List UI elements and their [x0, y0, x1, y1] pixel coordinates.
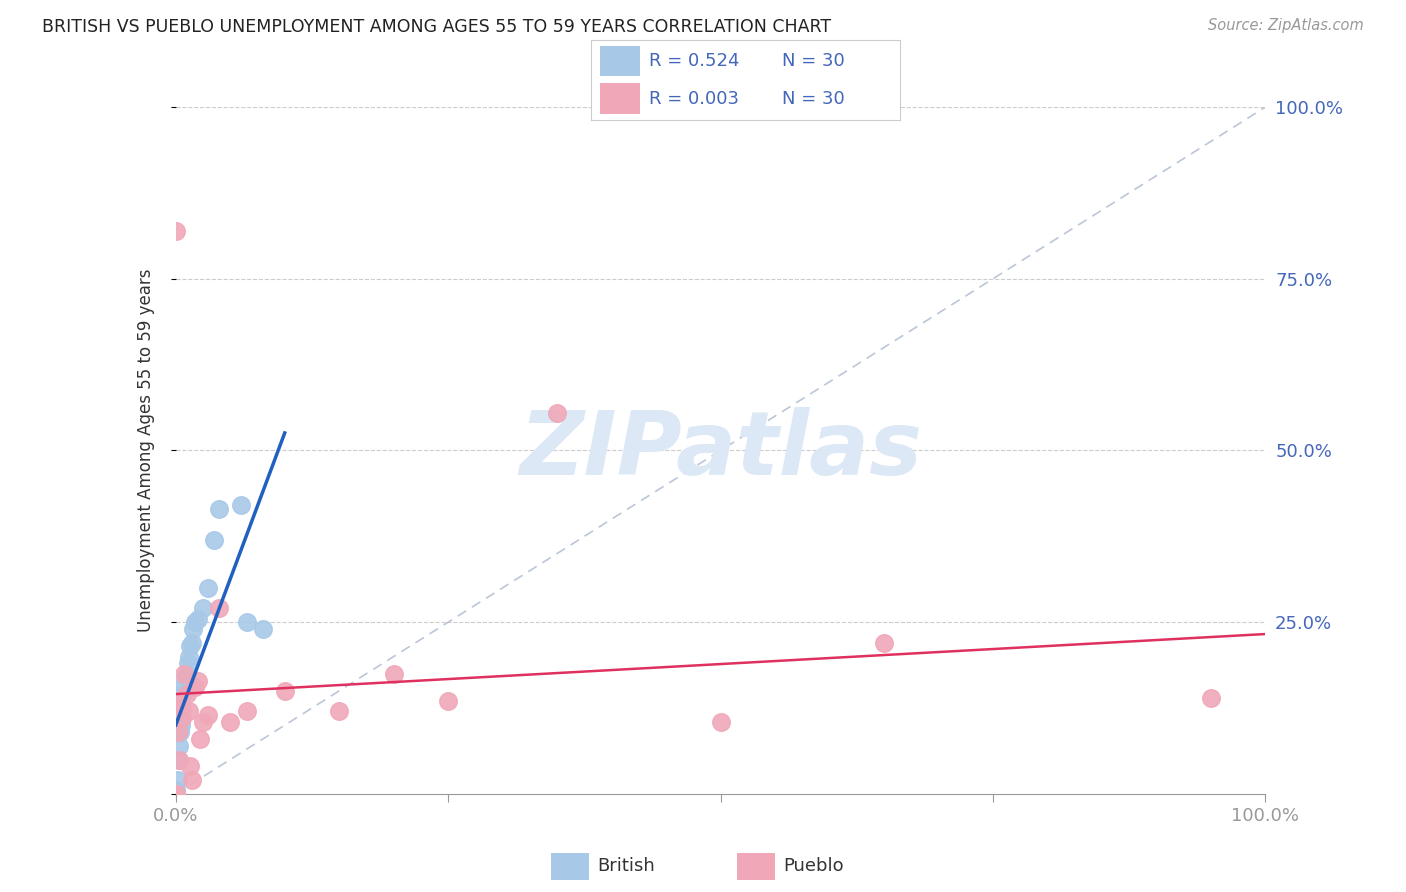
- Point: [252, 622, 274, 636]
- Point: [169, 722, 191, 736]
- Point: [437, 694, 460, 708]
- Point: [173, 677, 195, 691]
- Point: [170, 701, 193, 715]
- Point: [167, 725, 190, 739]
- Point: [177, 649, 200, 664]
- Point: [167, 773, 190, 788]
- Bar: [551, 853, 589, 880]
- Text: R = 0.524: R = 0.524: [650, 52, 740, 70]
- Point: [173, 666, 195, 681]
- Point: [274, 683, 297, 698]
- Point: [191, 714, 214, 729]
- Point: [167, 753, 190, 767]
- Point: [165, 787, 187, 801]
- Point: [186, 612, 209, 626]
- Text: Source: ZipAtlas.com: Source: ZipAtlas.com: [1208, 18, 1364, 33]
- Point: [165, 787, 187, 801]
- Point: [181, 636, 204, 650]
- Point: [202, 533, 225, 547]
- Point: [177, 705, 200, 719]
- Point: [710, 714, 733, 729]
- Point: [231, 499, 253, 513]
- Point: [382, 666, 405, 681]
- Point: [328, 705, 350, 719]
- Point: [170, 718, 193, 732]
- Text: N = 30: N = 30: [782, 90, 845, 108]
- Point: [167, 753, 190, 767]
- Point: [165, 787, 187, 801]
- Text: R = 0.003: R = 0.003: [650, 90, 740, 108]
- Point: [166, 705, 188, 719]
- Text: ZIPatlas: ZIPatlas: [519, 407, 922, 494]
- Point: [235, 615, 257, 630]
- Point: [1199, 690, 1222, 705]
- Point: [172, 711, 194, 725]
- Point: [186, 673, 209, 688]
- Point: [165, 787, 187, 801]
- Point: [184, 615, 207, 630]
- Point: [235, 705, 257, 719]
- Text: BRITISH VS PUEBLO UNEMPLOYMENT AMONG AGES 55 TO 59 YEARS CORRELATION CHART: BRITISH VS PUEBLO UNEMPLOYMENT AMONG AGE…: [42, 18, 831, 36]
- Point: [179, 639, 201, 653]
- Bar: [600, 45, 640, 77]
- Point: [208, 601, 231, 615]
- Point: [179, 759, 201, 773]
- Point: [165, 224, 187, 238]
- Text: British: British: [598, 857, 655, 875]
- Text: Pueblo: Pueblo: [783, 857, 844, 875]
- Point: [208, 501, 231, 516]
- Point: [170, 705, 193, 719]
- Point: [172, 687, 194, 701]
- Point: [191, 601, 214, 615]
- Point: [167, 739, 190, 753]
- Point: [174, 670, 197, 684]
- Point: [165, 783, 187, 797]
- Point: [181, 622, 204, 636]
- Point: [219, 714, 242, 729]
- Y-axis label: Unemployment Among Ages 55 to 59 years: Unemployment Among Ages 55 to 59 years: [136, 268, 155, 632]
- Point: [176, 687, 198, 701]
- Bar: [737, 853, 775, 880]
- Point: [172, 701, 194, 715]
- Point: [873, 636, 896, 650]
- Point: [167, 694, 190, 708]
- Point: [188, 731, 211, 746]
- Point: [197, 581, 219, 595]
- Point: [169, 725, 191, 739]
- Point: [176, 666, 198, 681]
- Point: [181, 773, 204, 788]
- Point: [165, 787, 187, 801]
- Point: [177, 657, 200, 671]
- Point: [184, 681, 207, 695]
- Point: [546, 406, 568, 420]
- Point: [197, 707, 219, 722]
- Text: N = 30: N = 30: [782, 52, 845, 70]
- Bar: [600, 84, 640, 114]
